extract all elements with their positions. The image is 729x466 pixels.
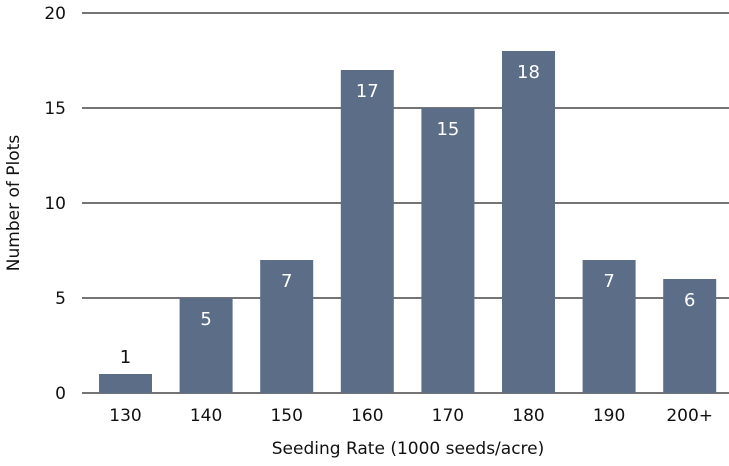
data-label: 6	[684, 290, 695, 311]
data-label: 17	[356, 81, 379, 102]
data-label: 1	[120, 347, 131, 368]
bar	[582, 260, 636, 393]
x-tick-label: 130	[109, 406, 141, 426]
y-axis-label: Number of Plots	[4, 135, 24, 272]
y-tick-label: 10	[44, 194, 66, 214]
bar	[421, 108, 475, 393]
bar	[260, 260, 314, 393]
data-label: 5	[200, 309, 211, 330]
x-tick-labels: 130 140 150 160 170 180 190 200+	[109, 406, 713, 426]
data-label: 7	[281, 271, 292, 292]
data-label: 18	[517, 62, 540, 83]
bar	[179, 298, 233, 393]
x-tick-label: 190	[593, 406, 625, 426]
bar	[502, 51, 555, 393]
x-tick-label: 200+	[666, 406, 713, 426]
x-tick-label: 180	[512, 406, 544, 426]
x-tick-label: 140	[190, 406, 222, 426]
bar	[663, 279, 717, 393]
bar	[340, 70, 394, 393]
data-label: 7	[603, 271, 614, 292]
bar	[99, 374, 152, 393]
y-tick-label: 0	[55, 384, 66, 404]
y-tick-labels: 0 5 10 15 20	[44, 4, 66, 404]
x-axis-label: Seeding Rate (1000 seeds/acre)	[272, 439, 545, 459]
y-tick-label: 20	[44, 4, 66, 24]
x-tick-label: 170	[432, 406, 464, 426]
y-tick-label: 15	[44, 99, 66, 119]
x-tick-label: 160	[351, 406, 383, 426]
x-tick-label: 150	[270, 406, 302, 426]
data-label: 15	[436, 119, 459, 140]
y-tick-label: 5	[55, 289, 66, 309]
